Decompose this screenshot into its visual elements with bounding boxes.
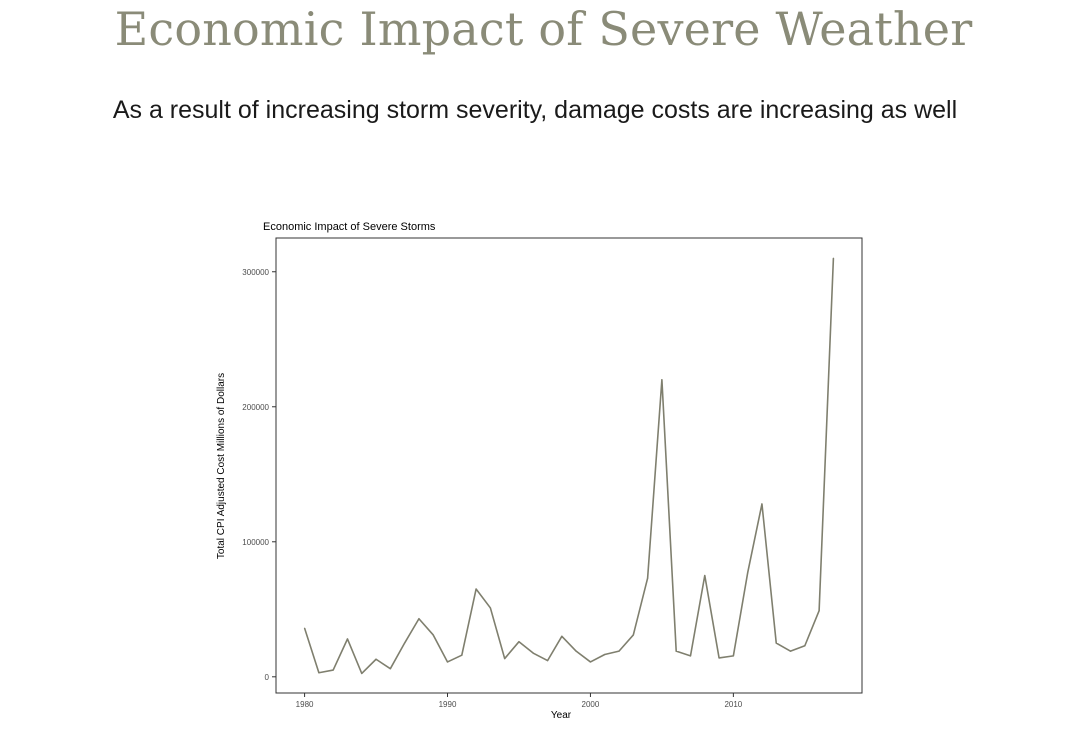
plot-panel: [275, 237, 863, 694]
data-point: [432, 634, 434, 636]
data-point: [647, 577, 649, 579]
data-point: [361, 672, 363, 675]
x-tick-label: 2000: [582, 700, 600, 709]
data-point: [318, 672, 320, 674]
y-axis-label: Total CPI Adjusted Cost Millions of Doll…: [216, 373, 227, 559]
data-point: [518, 641, 520, 643]
y-tick-label: 300000: [242, 268, 269, 277]
data-point: [747, 572, 749, 574]
x-axis: 1980 1990 2000 2010: [296, 693, 743, 709]
data-point: [489, 607, 491, 609]
x-tick-label: 2010: [724, 700, 742, 709]
data-point: [332, 669, 334, 671]
data-point: [832, 257, 835, 259]
data-point: [775, 642, 777, 644]
data-point: [532, 652, 534, 654]
y-tick-label: 0: [265, 673, 270, 682]
series-line: [303, 258, 835, 675]
data-point: [604, 653, 606, 656]
data-point: [404, 642, 406, 644]
data-point: [418, 618, 420, 620]
data-point: [675, 650, 677, 652]
data-point: [346, 638, 349, 640]
data-point: [704, 574, 706, 577]
data-point: [589, 661, 592, 663]
data-point: [789, 650, 792, 652]
data-point: [461, 654, 463, 656]
data-point: [446, 661, 449, 663]
data-point: [504, 657, 506, 660]
data-point: [303, 627, 306, 629]
data-point: [632, 634, 634, 636]
data-point: [689, 655, 692, 657]
slide-subtitle: As a result of increasing storm severity…: [112, 96, 958, 124]
data-point: [661, 379, 663, 381]
y-tick-label: 100000: [242, 538, 269, 547]
data-point: [546, 660, 549, 662]
data-point: [761, 503, 763, 505]
chart-title: Economic Impact of Severe Storms: [263, 221, 436, 233]
data-point: [732, 655, 734, 657]
data-point: [475, 588, 477, 590]
y-axis: 0 100000 200000 300000: [242, 268, 276, 682]
data-point: [818, 610, 820, 612]
data-point: [804, 645, 806, 647]
x-tick-label: 1980: [296, 700, 314, 709]
x-tick-label: 1990: [439, 700, 457, 709]
y-tick-label: 200000: [242, 403, 269, 412]
data-point: [375, 658, 377, 660]
data-point: [718, 657, 720, 659]
data-point: [561, 635, 563, 637]
data-point: [575, 650, 577, 652]
data-point: [389, 668, 391, 670]
slide-title: Economic Impact of Severe Weather: [114, 2, 973, 56]
series-points: [303, 257, 835, 675]
x-axis-label: Year: [551, 710, 572, 721]
data-point: [618, 650, 620, 652]
